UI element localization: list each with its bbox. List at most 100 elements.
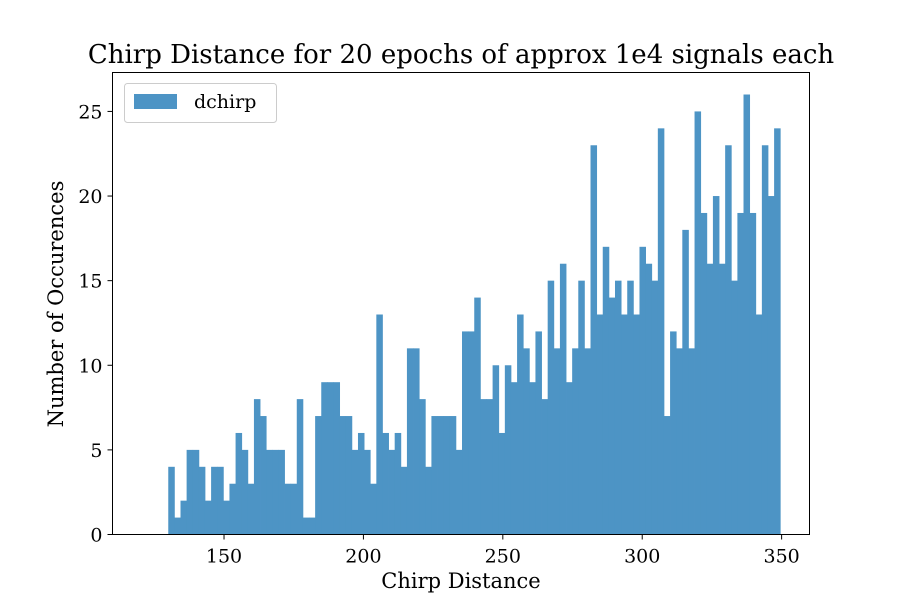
y-tick-label: 20 [78,186,102,208]
histogram-bar [694,111,702,535]
histogram-bar [253,399,261,535]
y-tick-label: 10 [78,355,102,377]
histogram-bar [211,466,218,535]
histogram-bar [700,212,708,535]
histogram-bar [247,483,255,535]
histogram-bar [449,416,457,535]
histogram-bar [388,449,396,535]
histogram-bar [596,314,604,535]
histogram-bar [333,382,341,535]
histogram-bar [676,348,683,535]
x-tick-label: 250 [485,546,521,568]
histogram-bar [725,145,732,535]
histogram-bar [498,432,506,535]
histogram-bar [370,483,377,535]
histogram-bar [437,416,445,535]
histogram-bar [168,466,175,535]
histogram-bar [431,416,438,535]
histogram-bar [455,449,463,535]
histogram-bar [559,263,567,535]
histogram-bar [547,280,555,535]
histogram-bar [217,466,224,535]
x-tick-label: 200 [345,546,381,568]
histogram-bar [774,128,781,535]
histogram-bar [235,432,243,535]
histogram-bar [682,229,689,535]
histogram-bar [425,466,432,535]
histogram-bar [419,399,426,535]
histogram-bar [510,382,518,535]
histogram-bar [731,280,738,535]
histogram-bar [651,280,659,535]
histogram-bar [321,382,328,535]
chart-title: Chirp Distance for 20 epochs of approx 1… [88,40,835,70]
x-tick-label: 350 [763,546,799,568]
histogram-bar [633,314,640,535]
histogram-bar [302,517,310,535]
histogram-bar [462,331,469,535]
x-axis-label: Chirp Distance [381,569,540,593]
histogram-bar [198,466,206,535]
y-tick-label: 25 [78,101,102,123]
histogram-bar [186,449,194,535]
histogram-bar [278,449,285,535]
histogram-bar [517,314,524,535]
histogram-bar [272,449,279,535]
histogram-bar [761,145,769,535]
histogram-bar [474,297,481,535]
histogram-bar [357,432,365,535]
histogram-bar [584,348,591,535]
histogram-bar [351,449,359,535]
histogram-bar [670,331,677,535]
histogram-bar [504,365,512,535]
histogram-bar [223,500,230,535]
histogram-bar [327,382,334,535]
histogram-bar [712,196,720,535]
histogram-bar [443,416,451,535]
legend-box [124,83,277,123]
histogram-bar [572,348,579,535]
histogram-bar [767,196,775,535]
histogram-bar [192,449,200,535]
histogram-bar [480,399,487,535]
histogram-bar [339,416,347,535]
histogram-bar [309,517,316,535]
histogram-bar [590,145,598,535]
histogram-bar [639,246,646,535]
histogram-bar [566,382,573,535]
histogram-bar [260,416,267,535]
histogram-bar [241,449,249,535]
histogram-bar [743,94,751,535]
histogram-bar [663,416,671,535]
histogram-bar [614,280,622,535]
legend-label: dchirp [194,91,256,113]
histogram-bar [706,263,714,535]
y-axis-label: Number of Occurences [44,181,68,428]
bars-layer [168,94,781,535]
histogram-bar [523,348,530,535]
histogram-bar [578,280,585,535]
histogram-bar [376,314,383,535]
legend: dchirp [124,83,277,123]
histogram-bar [657,128,665,535]
histogram-bar [400,466,408,535]
histogram-bar [364,449,371,535]
histogram-bar [290,483,298,535]
histogram-bar [688,348,695,535]
histogram-bar [719,263,726,535]
histogram-bar [627,280,634,535]
histogram-bar [529,382,536,535]
histogram-bar [737,212,744,535]
histogram-bar [204,500,212,535]
histogram-bar [553,348,561,535]
histogram-bar [749,212,757,535]
x-tick-label: 300 [624,546,660,568]
histogram-bar [296,399,304,535]
histogram-bar [486,399,494,535]
ticks-layer: 150 200 250 300 350 0 5 10 15 20 25 [78,101,799,567]
plot-frame [112,72,810,535]
histogram-bar [229,483,236,535]
histogram-bar [468,331,475,535]
